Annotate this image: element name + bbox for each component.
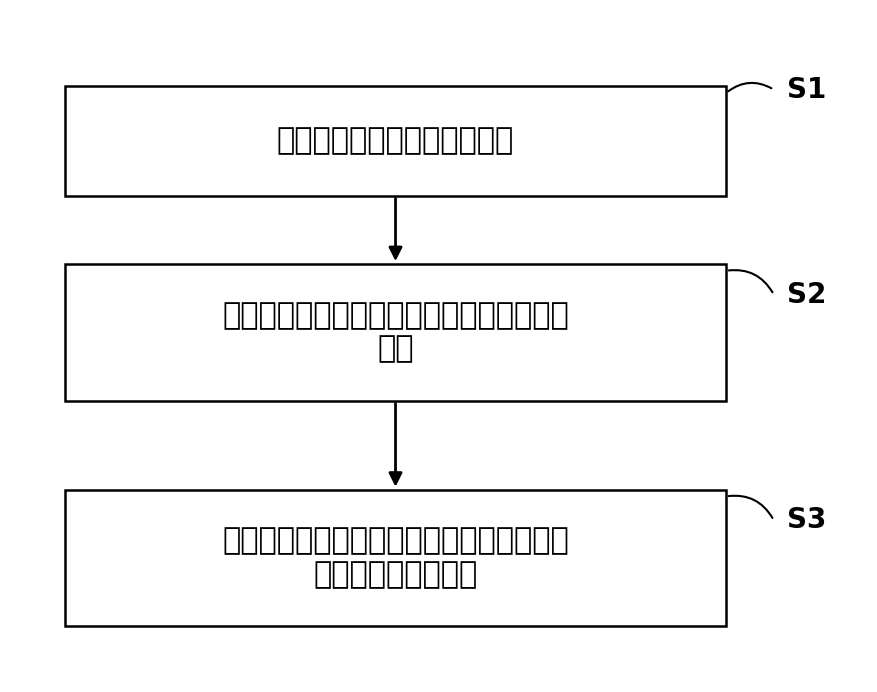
Bar [65,264,725,401]
Text: 根据数据变化方式改写耗材信息存储区域及
非访问区域的数据值: 根据数据变化方式改写耗材信息存储区域及 非访问区域的数据值 [222,527,568,589]
Bar [65,86,725,196]
Bar [65,489,725,626]
Text: S2: S2 [786,281,825,309]
Text: S3: S3 [786,507,825,534]
Text: 获取耗材芯片的数据变化方式: 获取耗材芯片的数据变化方式 [276,127,514,156]
Text: S1: S1 [786,75,825,104]
Text: 获取耗材芯片的耗材信息存储区域及非访问
区域: 获取耗材芯片的耗材信息存储区域及非访问 区域 [222,301,568,363]
